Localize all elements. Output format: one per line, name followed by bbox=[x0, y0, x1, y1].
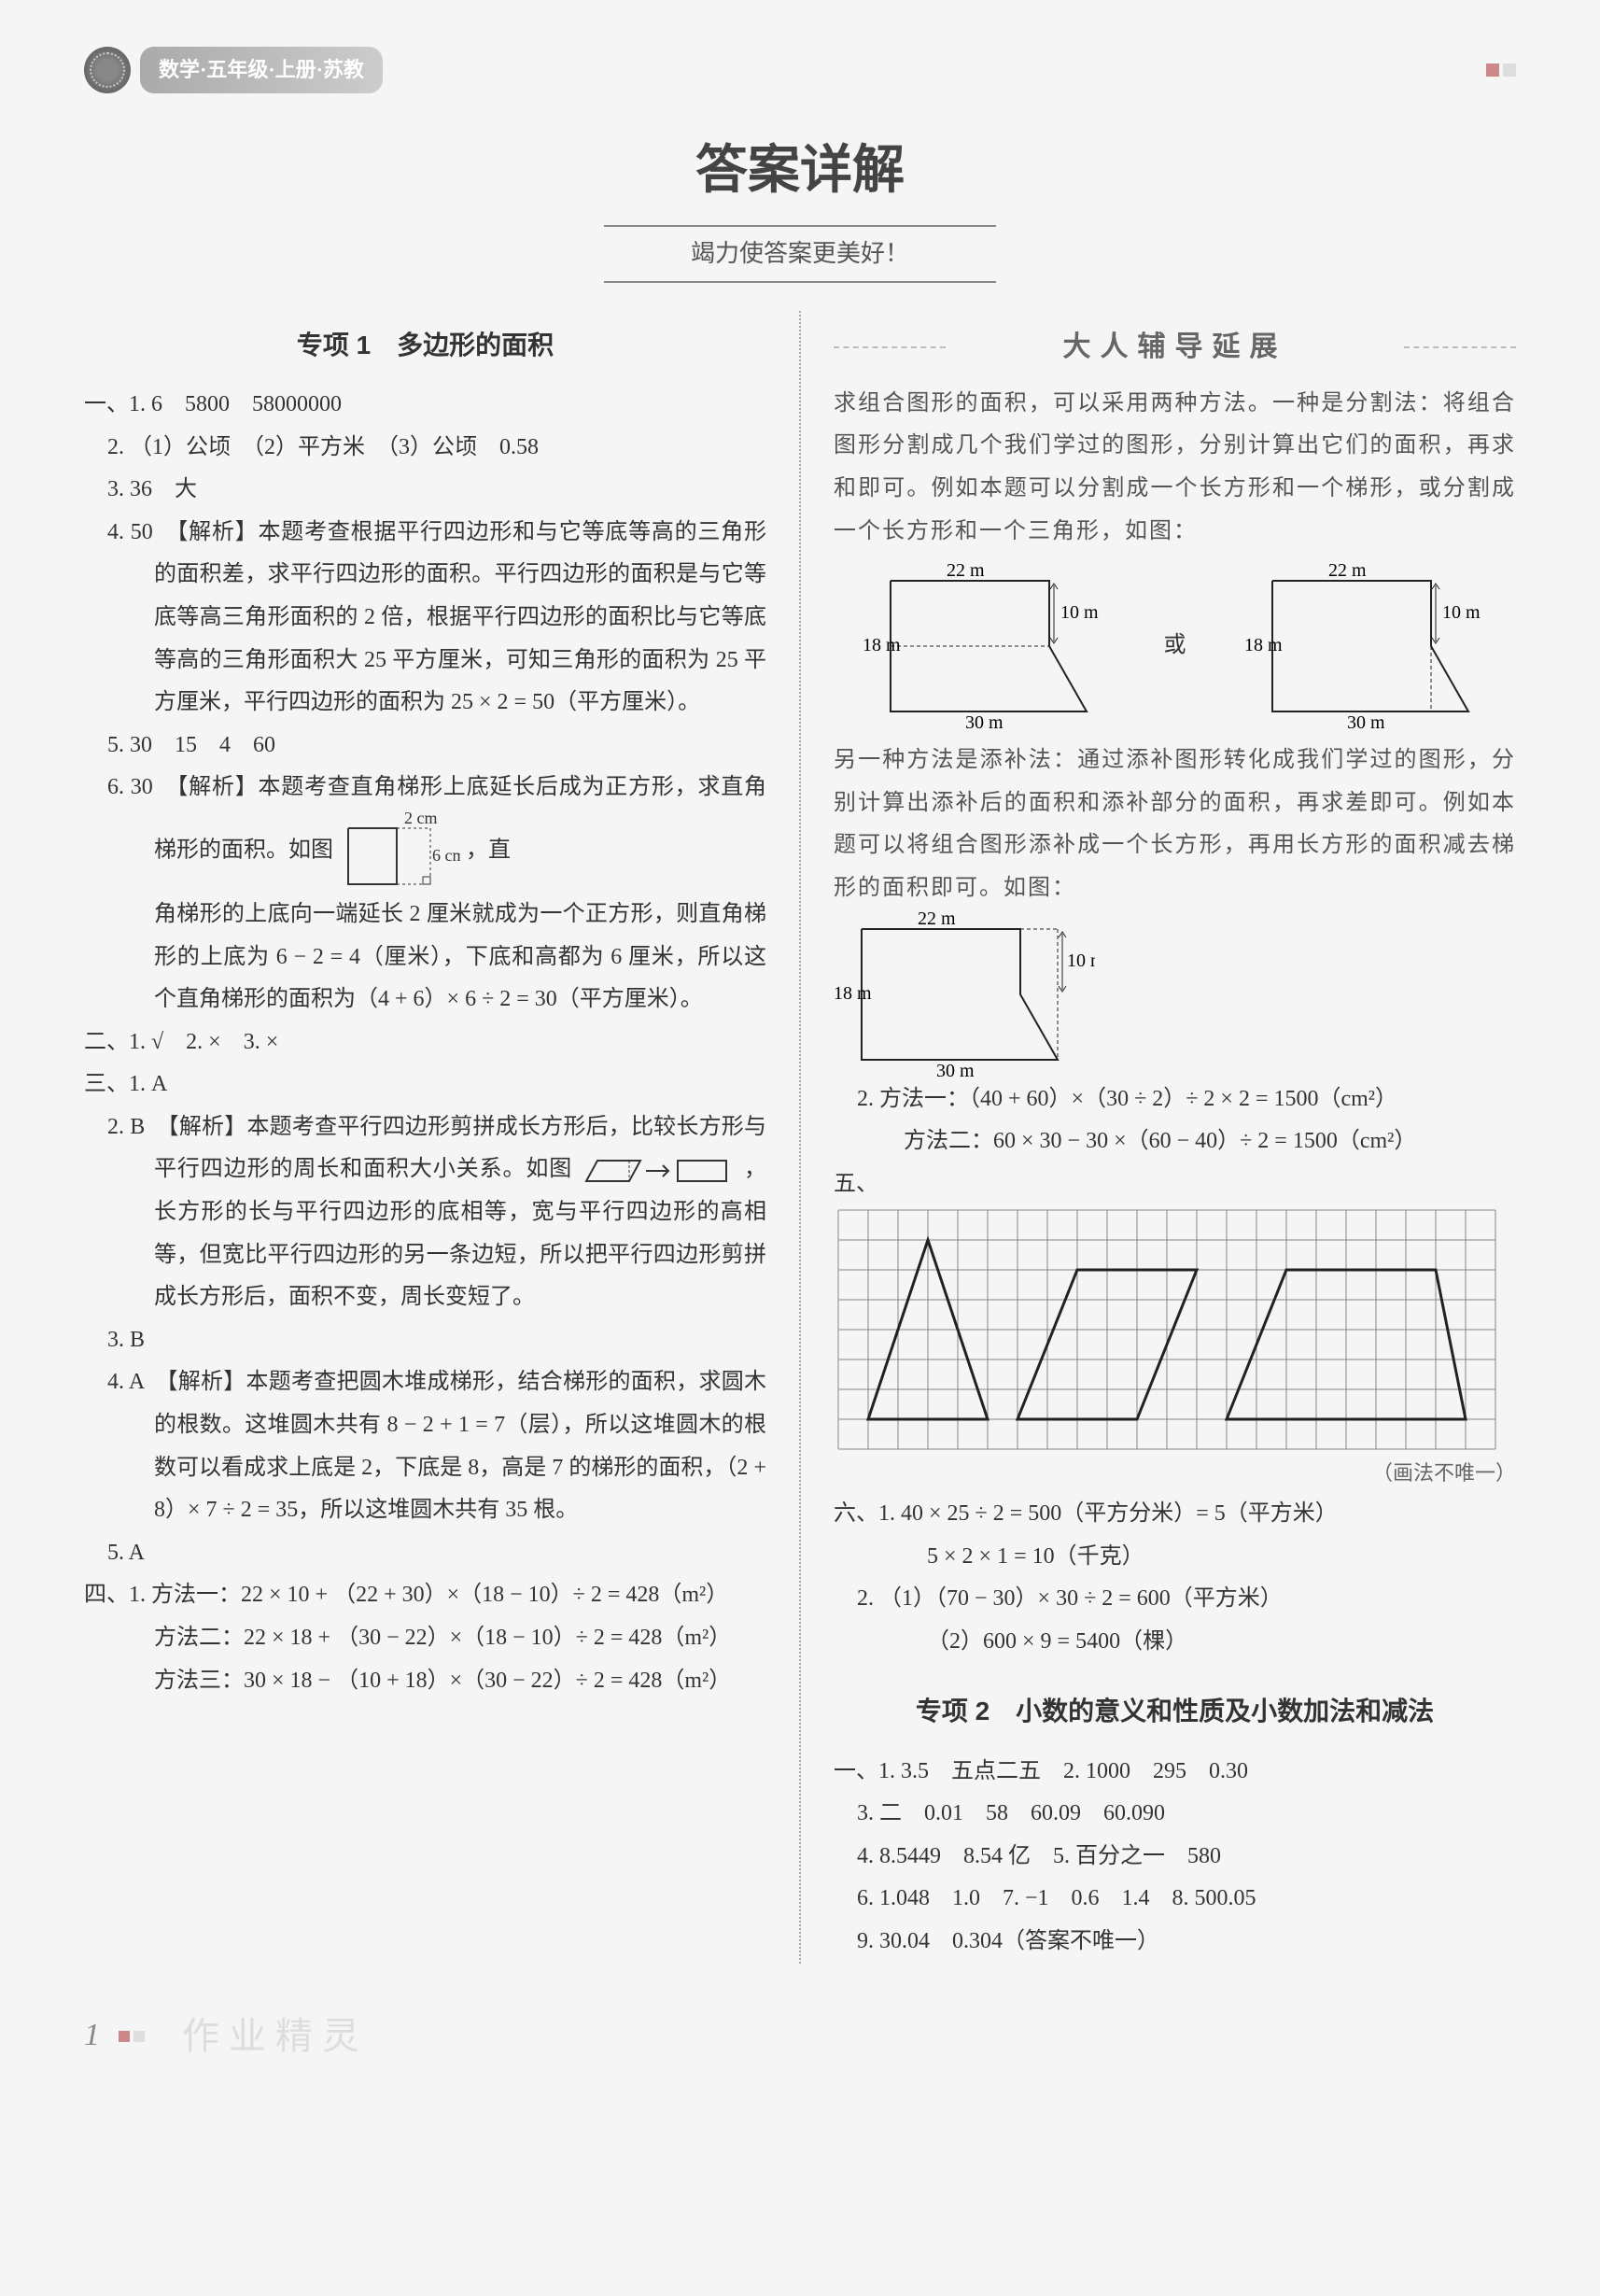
watermark-text: 作业精灵 bbox=[182, 2001, 369, 2072]
answer-line: 六、1. 40 × 25 ÷ 2 = 500（平方分米）= 5（平方米） bbox=[834, 1493, 1516, 1536]
answer-line: 2. （1）公顷 （2）平方米 （3）公顷 0.58 bbox=[84, 427, 766, 470]
answer-line: 6. 1.048 1.0 7. −1 0.6 1.4 8. 500.05 bbox=[834, 1878, 1516, 1921]
answer-line: 三、1. A bbox=[84, 1063, 766, 1106]
svg-text:22 m: 22 m bbox=[918, 910, 956, 929]
right-column: 大人辅导延展 求组合图形的面积，可以采用两种方法。一种是分割法：将组合图形分割成… bbox=[834, 311, 1516, 1964]
answer-line: 二、1. √ 2. × 3. × bbox=[84, 1021, 766, 1064]
answer-line: 4. 8.5449 8.54 亿 5. 百分之一 580 bbox=[834, 1836, 1516, 1879]
answer-line: 方法二：60 × 30 − 30 ×（60 − 40）÷ 2 = 1500（cm… bbox=[834, 1120, 1516, 1163]
page-header: 数学·五年级·上册·苏教 bbox=[84, 47, 1516, 93]
trapezoid-figure-icon: 2 cm 6 cm bbox=[339, 810, 460, 894]
answer-line: 2. （1）（70 − 30）× 30 ÷ 2 = 600（平方米） bbox=[834, 1578, 1516, 1621]
answer-6-text-fill: ，直 bbox=[466, 838, 511, 862]
fig-label: 6 cm bbox=[432, 846, 460, 865]
svg-text:10 m: 10 m bbox=[1442, 602, 1481, 623]
page-footer: 1 作业精灵 bbox=[84, 2001, 1516, 2072]
svg-text:30 m: 30 m bbox=[936, 1061, 975, 1078]
left-column: 专项 1 多边形的面积 一、1. 6 5800 58000000 2. （1）公… bbox=[84, 311, 766, 1964]
answer-line: 5 × 2 × 1 = 10（千克） bbox=[834, 1536, 1516, 1579]
answer-line: 4. 50 【解析】本题考查根据平行四边形和与它等底等高的三角形的面积差，求平行… bbox=[84, 512, 766, 725]
answer-line: 4. A 【解析】本题考查把圆木堆成梯形，结合梯形的面积，求圆木的根数。这堆圆木… bbox=[84, 1361, 766, 1531]
section-5-label: 五、 bbox=[834, 1163, 1516, 1206]
answer-line: 方法二：22 × 18 + （30 − 22）×（18 − 10）÷ 2 = 4… bbox=[84, 1617, 766, 1660]
split-figure-2-icon: 22 m 10 m 18 m 30 m bbox=[1244, 562, 1487, 730]
fig-label: 2 cm bbox=[404, 810, 438, 827]
supplement-figure-wrap: 22 m 10 m 18 m 30 m bbox=[834, 910, 1516, 1078]
split-figure-1-icon: 22 m 10 m 18 m 30 m bbox=[863, 562, 1105, 730]
answer-line: 一、1. 6 5800 58000000 bbox=[84, 384, 766, 427]
answer-line: 2. 方法一：（40 + 60）×（30 ÷ 2）÷ 2 × 2 = 1500（… bbox=[834, 1078, 1516, 1121]
answer-line: 9. 30.04 0.304（答案不唯一） bbox=[834, 1921, 1516, 1964]
answer-line: （2）600 × 9 = 5400（棵） bbox=[834, 1621, 1516, 1664]
grid-caption: （画法不唯一） bbox=[834, 1454, 1516, 1493]
or-label: 或 bbox=[1163, 625, 1186, 668]
svg-text:22 m: 22 m bbox=[947, 562, 985, 581]
split-figures: 22 m 10 m 18 m 30 m 或 22 m 10 m 18 m 30 … bbox=[834, 562, 1516, 730]
answer-line: 一、1. 3.5 五点二五 2. 1000 295 0.30 bbox=[834, 1751, 1516, 1794]
page-subtitle: 竭力使答案更美好！ bbox=[604, 225, 996, 282]
svg-text:10 m: 10 m bbox=[1060, 602, 1099, 623]
page-number: 1 bbox=[84, 2006, 100, 2066]
svg-text:30 m: 30 m bbox=[965, 712, 1004, 730]
series-badge-icon bbox=[84, 47, 131, 93]
svg-text:10 m: 10 m bbox=[1067, 951, 1095, 971]
answer-line: 5. A bbox=[84, 1532, 766, 1575]
column-divider bbox=[799, 311, 801, 1964]
extension-paragraph: 另一种方法是添补法：通过添补图形转化成我们学过的图形，分别计算出添补后的面积和添… bbox=[834, 740, 1516, 909]
footer-squares-icon bbox=[119, 2031, 145, 2042]
answer-line: 四、1. 方法一：22 × 10 + （22 + 30）×（18 − 10）÷ … bbox=[84, 1574, 766, 1617]
page-title: 答案详解 bbox=[84, 121, 1516, 220]
answer-line: 3. B bbox=[84, 1319, 766, 1362]
answer-line: 5. 30 15 4 60 bbox=[84, 725, 766, 768]
extension-paragraph: 求组合图形的面积，可以采用两种方法。一种是分割法：将组合图形分割成几个我们学过的… bbox=[834, 383, 1516, 553]
section-1-title: 专项 1 多边形的面积 bbox=[84, 320, 766, 370]
extension-heading: 大人辅导延展 bbox=[834, 320, 1516, 373]
svg-text:18 m: 18 m bbox=[863, 635, 901, 655]
svg-text:30 m: 30 m bbox=[1347, 712, 1385, 730]
answer-line: 方法三：30 × 18 − （10 + 18）×（30 − 22）÷ 2 = 4… bbox=[84, 1660, 766, 1703]
corner-decoration-icon bbox=[1486, 63, 1516, 77]
answer-line: 3. 36 大 bbox=[84, 469, 766, 512]
parallelogram-to-rect-icon bbox=[579, 1155, 737, 1187]
svg-text:18 m: 18 m bbox=[834, 983, 872, 1004]
section-2-title: 专项 2 小数的意义和性质及小数加法和减法 bbox=[834, 1686, 1516, 1736]
svg-text:22 m: 22 m bbox=[1328, 562, 1367, 581]
answer-line-6: 6. 30 【解析】本题考查直角梯形上底延长后成为正方形，求直角梯形的面积。如图… bbox=[84, 767, 766, 894]
answer-line: 3. 二 0.01 58 60.09 60.090 bbox=[834, 1793, 1516, 1836]
svg-text:18 m: 18 m bbox=[1244, 635, 1283, 655]
answer-line: 角梯形的上底向一端延长 2 厘米就成为一个正方形，则直角梯形的上底为 6 − 2… bbox=[84, 894, 766, 1021]
subject-label: 数学·五年级·上册·苏教 bbox=[140, 47, 383, 93]
supplement-figure-icon: 22 m 10 m 18 m 30 m bbox=[834, 910, 1095, 1078]
content-columns: 专项 1 多边形的面积 一、1. 6 5800 58000000 2. （1）公… bbox=[84, 311, 1516, 1964]
grid-drawing bbox=[834, 1205, 1500, 1454]
answer-line-9: 2. B 【解析】本题考查平行四边形剪拼成长方形后，比较长方形与平行四边形的周长… bbox=[84, 1106, 766, 1319]
